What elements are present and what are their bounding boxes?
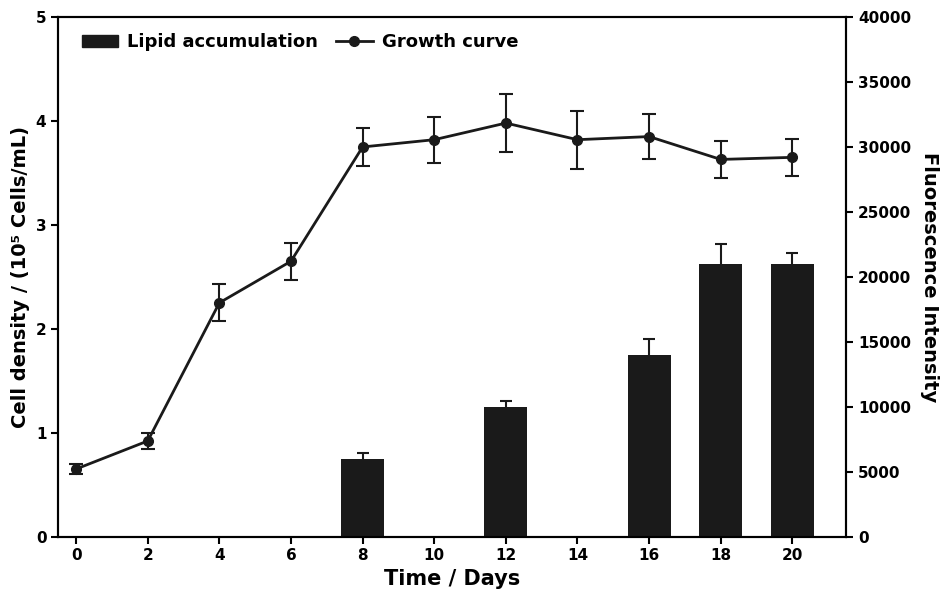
- Y-axis label: Cell density / (10⁵ Cells/mL): Cell density / (10⁵ Cells/mL): [11, 126, 30, 428]
- X-axis label: Time / Days: Time / Days: [384, 569, 521, 589]
- Y-axis label: Fluorescence Intensity: Fluorescence Intensity: [920, 152, 939, 402]
- Legend: Lipid accumulation, Growth curve: Lipid accumulation, Growth curve: [75, 26, 525, 59]
- Bar: [628, 355, 671, 536]
- Bar: [699, 264, 742, 536]
- Bar: [770, 264, 814, 536]
- Bar: [484, 407, 527, 536]
- Bar: [341, 458, 384, 536]
